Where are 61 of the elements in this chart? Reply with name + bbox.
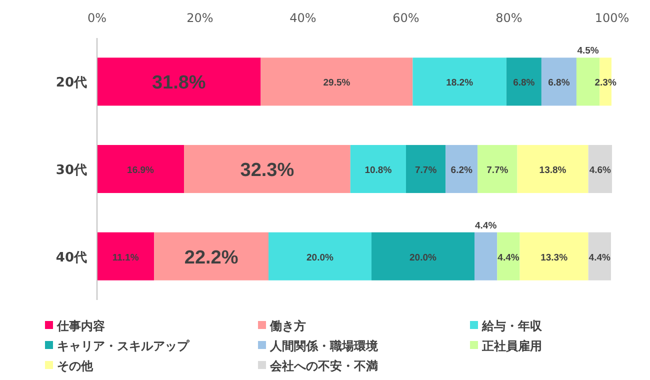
bar bbox=[97, 144, 184, 194]
data-label: 32.3% bbox=[240, 160, 294, 181]
data-label: 20.0% bbox=[306, 252, 334, 264]
bar bbox=[588, 232, 611, 280]
bar bbox=[478, 144, 518, 194]
x-tick-label: 20% bbox=[186, 11, 214, 25]
data-label: 7.7% bbox=[415, 165, 438, 176]
data-label: 11.1% bbox=[112, 252, 140, 264]
bar bbox=[541, 58, 576, 106]
x-tick-label: 80% bbox=[496, 11, 522, 25]
x-tick-label: 100% bbox=[594, 11, 630, 25]
data-label: 2.3% bbox=[594, 78, 617, 89]
data-label: 7.7% bbox=[486, 165, 509, 176]
legend-label: 人間関係・職場環境 bbox=[269, 339, 379, 353]
bar bbox=[97, 232, 154, 280]
bar bbox=[446, 144, 478, 194]
y-tick-label: 20代 bbox=[56, 76, 87, 91]
legend-label: 給与・年収 bbox=[481, 319, 543, 333]
x-tick-label: 40% bbox=[290, 11, 316, 25]
bar bbox=[268, 232, 372, 280]
data-label: 22.2% bbox=[184, 247, 238, 268]
bar bbox=[97, 58, 261, 106]
data-label: 31.8% bbox=[152, 72, 206, 94]
data-label: 4.4% bbox=[588, 252, 612, 264]
data-label: 29.5% bbox=[323, 78, 351, 89]
legend-label: 働き方 bbox=[269, 319, 306, 333]
bar bbox=[154, 232, 268, 280]
legend-label: 会社への不安・不満 bbox=[269, 359, 378, 373]
data-label: 4.5% bbox=[577, 46, 600, 57]
x-tick-label: 60% bbox=[392, 11, 420, 25]
bar bbox=[406, 144, 446, 194]
legend-label: 仕事内容 bbox=[56, 319, 105, 333]
bar bbox=[506, 58, 542, 106]
data-label: 4.4% bbox=[474, 220, 498, 232]
data-label: 10.8% bbox=[364, 165, 392, 176]
bar bbox=[588, 144, 612, 194]
y-tick-label: 30代 bbox=[56, 163, 87, 178]
y-tick-label: 40代 bbox=[56, 250, 87, 266]
data-label: 6.8% bbox=[513, 78, 536, 89]
data-label: 6.2% bbox=[450, 165, 473, 176]
data-label: 18.2% bbox=[446, 78, 474, 89]
bar bbox=[350, 144, 406, 194]
bar bbox=[371, 232, 474, 280]
bar bbox=[497, 232, 520, 280]
x-tick-label: 0% bbox=[87, 11, 107, 25]
data-label: 6.8% bbox=[548, 78, 570, 89]
bar bbox=[260, 58, 413, 106]
bar bbox=[184, 144, 350, 194]
data-label: 4.6% bbox=[589, 165, 612, 176]
data-label: 13.3% bbox=[540, 252, 568, 264]
bar bbox=[474, 232, 498, 280]
legend-label: キャリア・スキルアップ bbox=[57, 339, 190, 353]
legend-label: その他 bbox=[57, 359, 94, 373]
bar bbox=[412, 58, 506, 106]
bar bbox=[517, 144, 588, 194]
bar bbox=[520, 232, 588, 280]
legend-label: 正社員雇用 bbox=[481, 339, 542, 353]
data-label: 4.4% bbox=[498, 252, 520, 264]
data-label: 16.9% bbox=[127, 165, 155, 176]
data-label: 13.8% bbox=[539, 165, 567, 176]
data-label: 20.0% bbox=[410, 252, 438, 264]
